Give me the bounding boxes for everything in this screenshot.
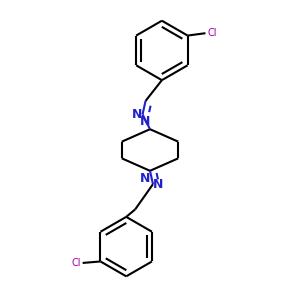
Text: N: N — [140, 115, 151, 128]
Text: Cl: Cl — [71, 258, 81, 268]
Text: N: N — [140, 172, 151, 185]
Text: N: N — [153, 178, 164, 191]
Text: Cl: Cl — [208, 28, 217, 38]
Text: N: N — [132, 108, 142, 121]
